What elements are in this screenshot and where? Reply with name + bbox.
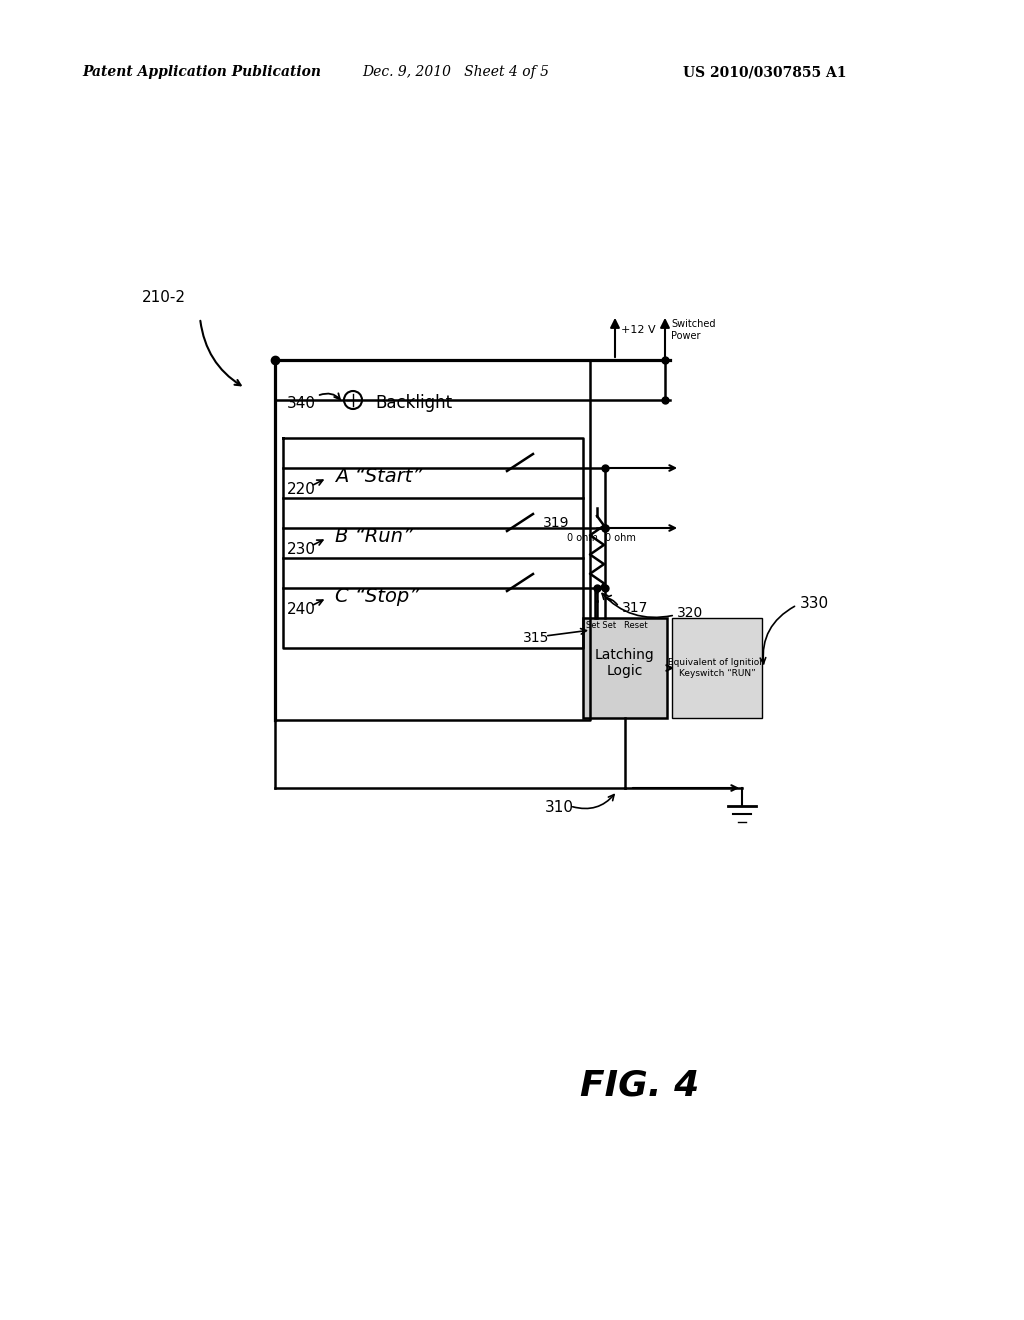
Text: US 2010/0307855 A1: US 2010/0307855 A1 <box>683 65 847 79</box>
Text: 320: 320 <box>677 606 703 620</box>
Text: 210-2: 210-2 <box>142 290 186 305</box>
Text: Backlight: Backlight <box>375 393 453 412</box>
Text: 340: 340 <box>287 396 316 411</box>
Text: FIG. 4: FIG. 4 <box>581 1068 699 1102</box>
Text: 310: 310 <box>545 800 574 816</box>
Text: Switched
Power: Switched Power <box>671 319 716 341</box>
Text: 319: 319 <box>543 516 569 531</box>
Text: 0 ohm: 0 ohm <box>605 533 636 543</box>
Text: Set Set   Reset: Set Set Reset <box>586 622 647 631</box>
Text: 317: 317 <box>622 601 648 615</box>
Text: Equivalent of Ignition
Keyswitch “RUN”: Equivalent of Ignition Keyswitch “RUN” <box>669 659 766 677</box>
Text: +12 V: +12 V <box>621 325 655 335</box>
Text: C “Stop”: C “Stop” <box>335 586 420 606</box>
Text: 330: 330 <box>800 595 829 610</box>
Text: 315: 315 <box>523 631 549 645</box>
Text: 220: 220 <box>287 483 315 498</box>
Text: A “Start”: A “Start” <box>335 466 423 486</box>
Text: 230: 230 <box>287 543 316 557</box>
Text: 0 ohm: 0 ohm <box>567 533 598 543</box>
Bar <box>672 618 762 718</box>
Text: B “Run”: B “Run” <box>335 527 413 545</box>
Text: 240: 240 <box>287 602 315 618</box>
Bar <box>583 618 667 718</box>
Text: Dec. 9, 2010   Sheet 4 of 5: Dec. 9, 2010 Sheet 4 of 5 <box>362 65 549 79</box>
Text: Latching
Logic: Latching Logic <box>595 648 655 678</box>
Text: Patent Application Publication: Patent Application Publication <box>82 65 321 79</box>
